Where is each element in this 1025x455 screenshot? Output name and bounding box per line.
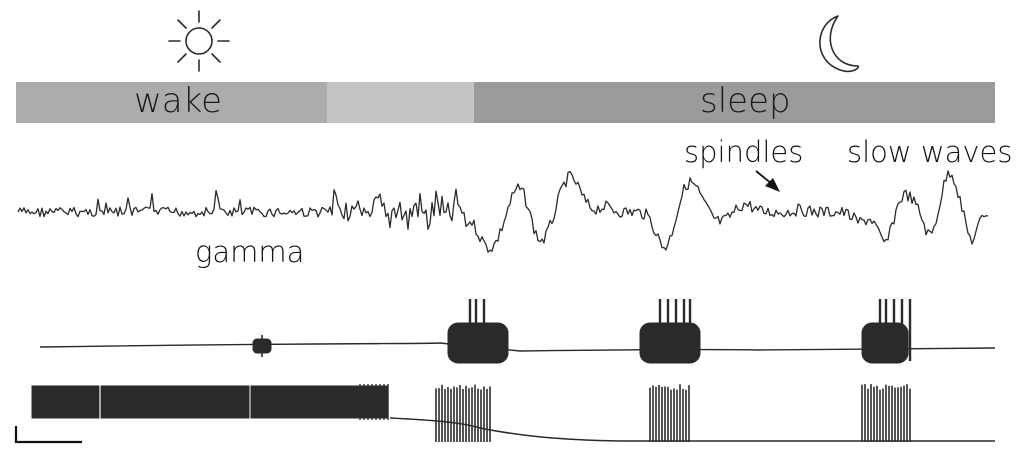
sleep-bar-segment	[474, 82, 995, 123]
sleep-label: sleep	[700, 81, 791, 121]
gamma-label: gamma	[195, 235, 305, 269]
transition-bar-segment	[327, 82, 474, 123]
wake-label: wake	[134, 81, 223, 121]
wake-bar-segment	[16, 82, 327, 123]
spindles-label: spindles	[684, 135, 804, 169]
slow-waves-label: slow waves	[847, 135, 1013, 169]
